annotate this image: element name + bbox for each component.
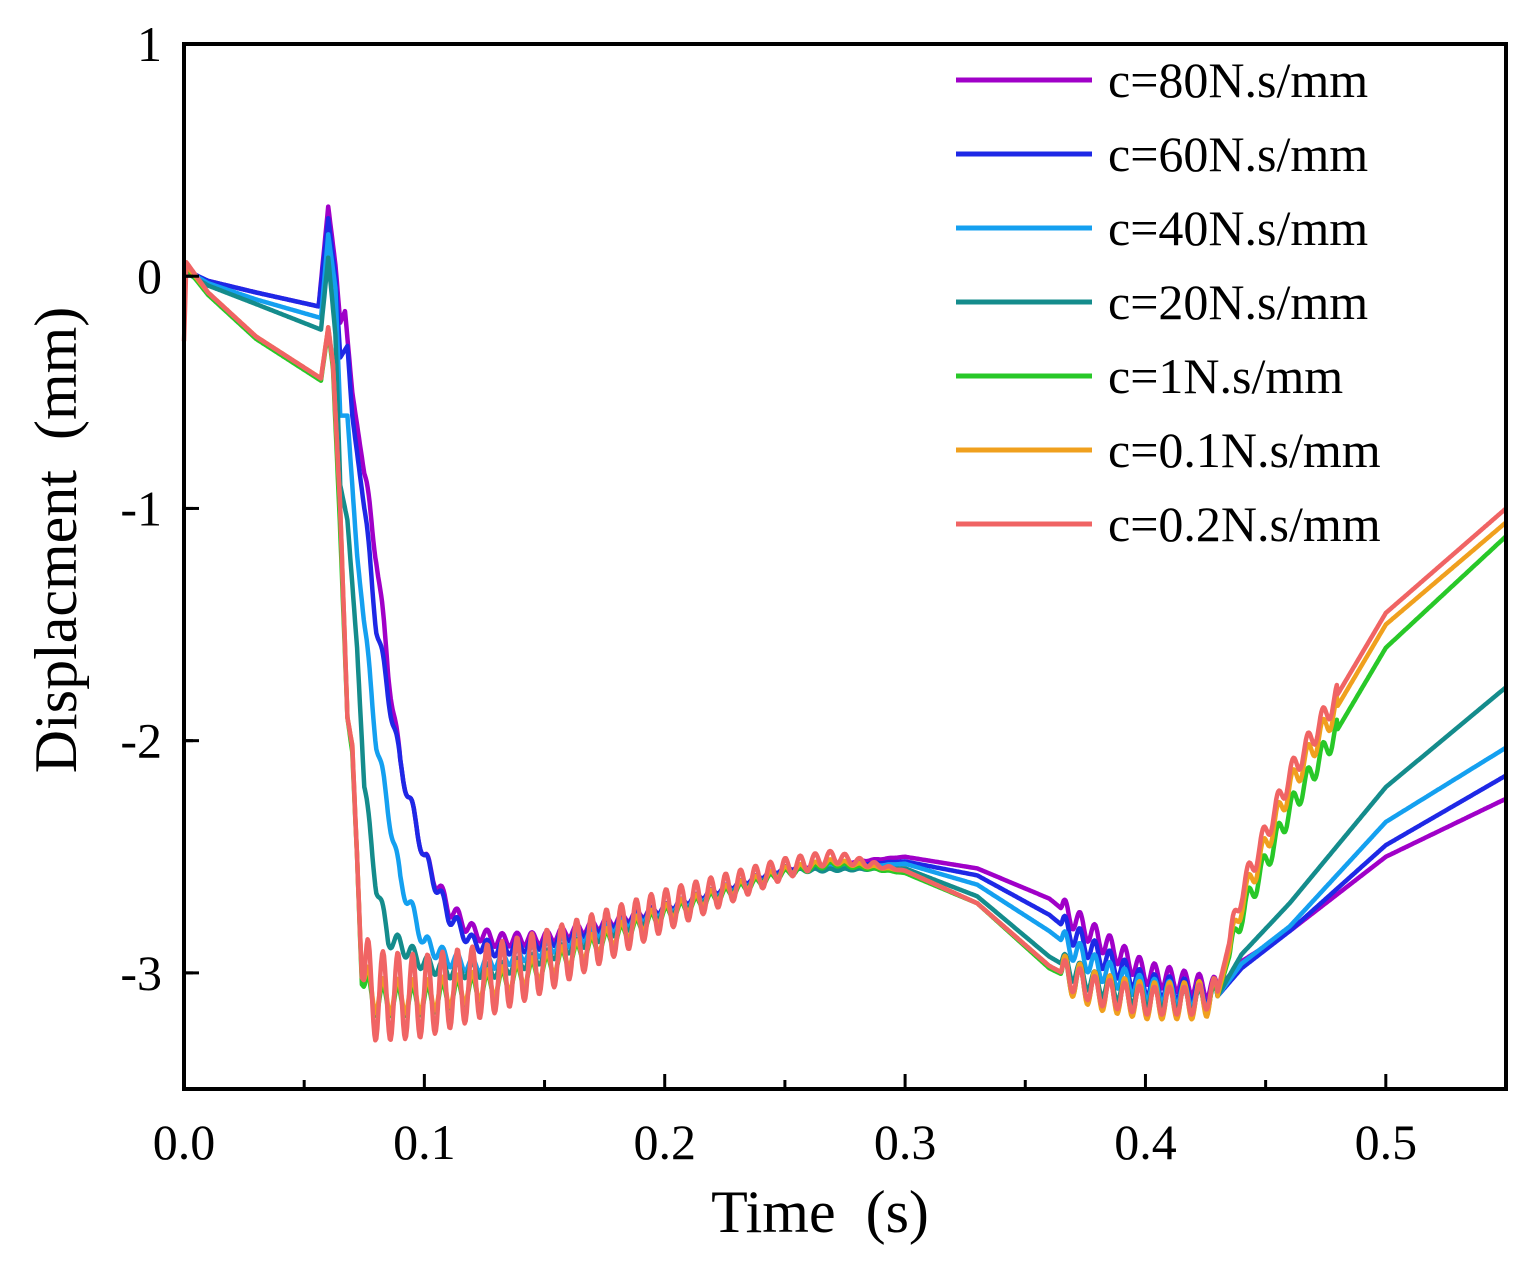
- series-layer: [181, 204, 1508, 1043]
- y-tick-label: -1: [120, 480, 162, 536]
- legend-label: c=80N.s/mm: [1108, 52, 1368, 108]
- series-line: [182, 255, 1508, 1015]
- x-tick-label: 0.4: [1114, 1114, 1177, 1170]
- x-tick-label: 0.0: [153, 1114, 216, 1170]
- legend-label: c=20N.s/mm: [1108, 274, 1368, 330]
- x-tick-label: 0.3: [874, 1114, 937, 1170]
- y-tick-label: 1: [137, 16, 162, 72]
- legend-label: c=0.1N.s/mm: [1108, 422, 1381, 478]
- plot-frame: [182, 42, 1508, 1091]
- y-tick-label: -3: [120, 945, 162, 1001]
- legend-label: c=60N.s/mm: [1108, 126, 1368, 182]
- x-tick-label: 0.5: [1355, 1114, 1418, 1170]
- x-axis-ticks: 0.0 0.1 0.2 0.3 0.4 0.5: [153, 1074, 1508, 1170]
- legend: c=80N.s/mm c=60N.s/mm c=40N.s/mm c=20N.s/mm…: [956, 52, 1381, 552]
- x-axis-title: Time (s): [711, 1179, 929, 1245]
- y-tick-label: -2: [120, 713, 162, 769]
- x-tick-label: 0.2: [633, 1114, 696, 1170]
- x-tick-label: 0.1: [393, 1114, 456, 1170]
- y-axis-title: Displacment (mm): [23, 307, 89, 774]
- series-line: [181, 260, 1508, 1043]
- y-axis-ticks: 1 0 -1 -2 -3: [120, 16, 199, 1001]
- y-tick-label: 0: [137, 248, 162, 304]
- legend-label: c=40N.s/mm: [1108, 200, 1368, 256]
- legend-label: c=0.2N.s/mm: [1108, 496, 1381, 552]
- legend-label: c=1N.s/mm: [1108, 348, 1343, 404]
